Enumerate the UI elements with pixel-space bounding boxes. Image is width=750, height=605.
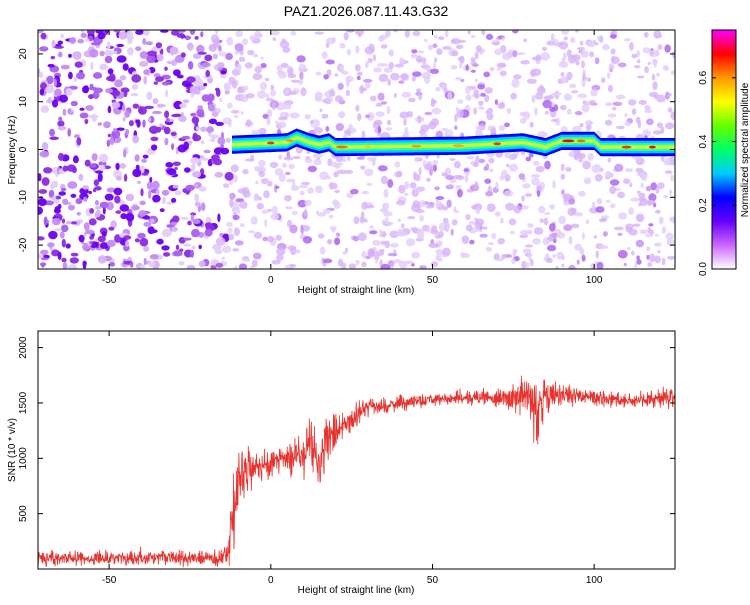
colorbar-tick-label-2: 0.4 <box>698 134 709 148</box>
spectrogram-xtick-label-1: 0 <box>268 275 274 286</box>
spectrogram-x-axis: -50 0 50 100 <box>102 30 603 286</box>
snr-ytick-label-1: 1000 <box>18 447 29 470</box>
figure-title: PAZ1.2026.087.11.43.G32 <box>284 3 449 19</box>
snr-ylabel: SNR (10 * v/v) <box>7 418 18 482</box>
spectrogram-ylabel: Frequency (Hz) <box>7 116 18 185</box>
snr-ytick-label-3: 2000 <box>18 336 29 359</box>
snr-x-axis: -50 0 50 100 <box>102 331 603 586</box>
snr-ytick-label-2: 1500 <box>18 391 29 414</box>
colorbar: 0.0 0.2 0.4 0.6 Normalized spectral amplitu… <box>698 29 750 276</box>
colorbar-tick-label-3: 0.6 <box>698 70 709 84</box>
snr-y-axis: 500 1000 1500 2000 <box>18 336 675 522</box>
snr-ytick-label-0: 500 <box>18 505 29 522</box>
spectrogram-ytick-label-2: 0 <box>18 146 29 152</box>
colorbar-label: Normalized spectral amplitude <box>740 82 750 217</box>
snr-frame <box>37 330 676 570</box>
colorbar-tick-label-0: 0.0 <box>698 262 709 276</box>
colorbar-bar <box>711 29 737 270</box>
spectrogram-ytick-label-3: 10 <box>18 96 29 108</box>
spectrogram-ytick-label-0: -20 <box>18 237 29 252</box>
spectrogram-xtick-label-0: -50 <box>102 275 117 286</box>
spectrogram-signal-band <box>232 128 675 157</box>
spectrogram-ytick-label-4: 20 <box>18 48 29 60</box>
spectrogram-xlabel: Height of straight line (km) <box>298 285 415 296</box>
snr-xtick-label-0: -50 <box>102 575 117 586</box>
snr-xlabel: Height of straight line (km) <box>298 585 415 596</box>
snr-xtick-label-1: 0 <box>268 575 274 586</box>
spectrogram-xtick-label-3: 100 <box>586 275 603 286</box>
snr-xtick-label-2: 50 <box>427 575 439 586</box>
spectrogram-y-axis: -20 -10 0 10 20 <box>18 48 675 252</box>
spectrogram-ytick-label-1: -10 <box>18 190 29 205</box>
colorbar-tick-label-1: 0.2 <box>698 198 709 212</box>
snr-series-line <box>38 375 675 568</box>
snr-xtick-label-3: 100 <box>586 575 603 586</box>
snr-panel: -50 0 50 100 500 1000 1500 2000 Height of stra… <box>7 330 676 596</box>
spectrogram-panel: -50 0 50 100 -20 -10 0 10 20 Height of straight… <box>7 29 676 296</box>
snr-background <box>38 331 675 569</box>
spectrogram-xtick-label-2: 50 <box>427 275 439 286</box>
signal-band-core <box>232 135 675 149</box>
colorbar-ticks: 0.0 0.2 0.4 0.6 <box>698 70 736 276</box>
